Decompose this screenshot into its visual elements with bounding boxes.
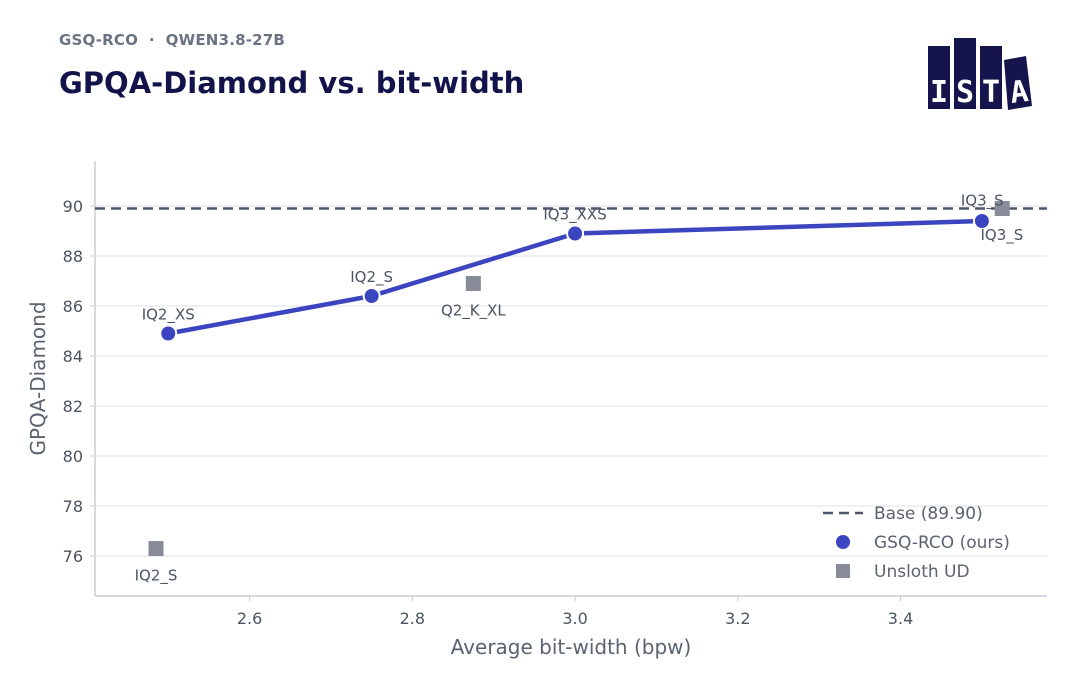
series (148, 201, 1010, 556)
logo-block-a (1004, 56, 1032, 110)
ours-point-marker (159, 324, 178, 343)
point-labels: IQ2_XS IQ2_S IQ3_XXS IQ3_S IQ2_S Q2_K_XL IQ3_S (135, 192, 1024, 586)
unsloth-point-marker (465, 276, 481, 291)
logo-letter-t: T (982, 75, 1000, 110)
y-tick-label: 78 (63, 497, 83, 516)
y-tick-label: 76 (63, 547, 83, 566)
legend-ours-label: GSQ-RCO (ours) (874, 533, 1010, 553)
legend-ours-swatch (836, 535, 850, 549)
chart-title: GPQA-Diamond vs. bit-width (59, 66, 525, 100)
x-tick-label: 2.6 (237, 609, 262, 628)
ours-point-label: IQ3_XXS (543, 206, 606, 225)
x-tick-label: 3.4 (888, 609, 913, 628)
logo-letter-a: A (1008, 74, 1030, 111)
y-tick-label: 84 (63, 347, 83, 366)
legend-baseline-label: Base (89.90) (874, 504, 983, 524)
grid-lines (95, 205, 1047, 557)
unsloth-point-marker (994, 201, 1010, 216)
y-tick-label: 86 (63, 297, 83, 316)
ista-logo: I S T A (928, 38, 1032, 111)
logo-block-s (954, 38, 976, 109)
x-tick-label: 3.0 (562, 609, 587, 628)
logo-letter-s: S (956, 75, 974, 110)
unsloth-point-label: Q2_K_XL (441, 302, 506, 321)
ours-point-marker (972, 212, 991, 230)
x-tick-label: 3.2 (725, 609, 750, 628)
unsloth-point-marker (148, 541, 164, 556)
ours-point-marker (566, 224, 585, 243)
logo-block-t (980, 46, 1002, 109)
ours-point-label: IQ2_S (350, 268, 393, 287)
legend-unsloth-label: Unsloth UD (874, 562, 970, 582)
chart-supertitle: GSQ-RCO · QWEN3.8-27B (59, 31, 286, 49)
ours-point-marker (362, 287, 381, 305)
legend: Base (89.90) GSQ-RCO (ours) Unsloth UD (823, 504, 1010, 582)
legend-unsloth-swatch (836, 564, 850, 578)
y-tick-label: 80 (63, 447, 83, 466)
logo-block-i (928, 46, 950, 109)
y-tick-label: 88 (63, 247, 83, 266)
ours-point-label: IQ3_S (981, 226, 1024, 245)
x-axis-label: Average bit-width (bpw) (451, 635, 692, 659)
axes (90, 161, 1047, 601)
unsloth-point-label: IQ3_S (961, 192, 1004, 211)
unsloth-point-label: IQ2_S (135, 567, 178, 586)
tick-labels: 76 78 80 82 84 86 88 90 2.6 2.8 3.0 3.2 3.4 (63, 197, 914, 628)
y-axis-label: GPQA-Diamond (26, 301, 50, 455)
logo-letter-i: I (930, 75, 948, 110)
x-tick-label: 2.8 (400, 609, 425, 628)
ours-series-line (167, 218, 982, 336)
y-tick-label: 90 (63, 197, 83, 216)
ours-point-label: IQ2_XS (142, 306, 195, 325)
y-tick-label: 82 (63, 397, 83, 416)
